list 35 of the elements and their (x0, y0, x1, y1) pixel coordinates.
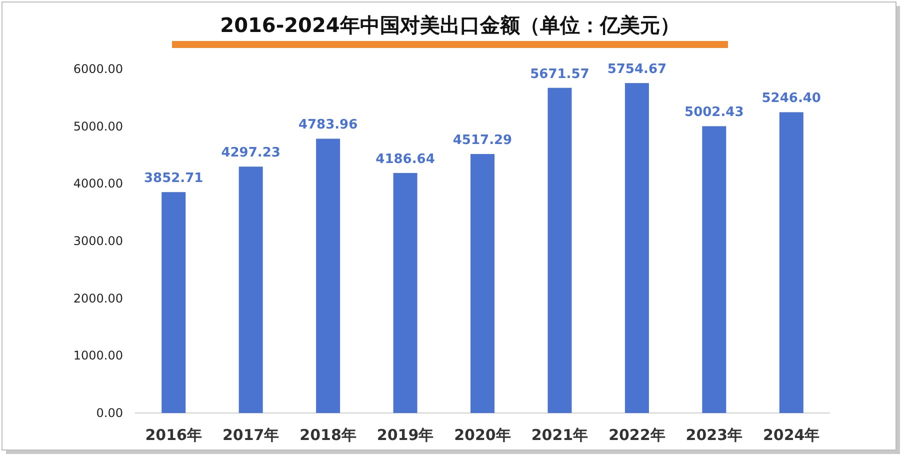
x-tick-label: 2018年 (300, 426, 356, 444)
data-label: 4517.29 (452, 133, 512, 148)
y-tick-label: 0.00 (96, 406, 123, 420)
data-label: 4297.23 (221, 146, 280, 161)
bar (702, 126, 726, 413)
x-tick-label: 2022年 (608, 426, 666, 444)
y-tick-label: 1000.00 (73, 348, 123, 363)
data-label: 3852.71 (144, 171, 204, 186)
bar (624, 83, 649, 413)
data-label: 4783.96 (298, 118, 358, 133)
y-tick-label: 6000.00 (73, 62, 123, 76)
x-tick-label: 2019年 (376, 426, 434, 444)
bar (548, 88, 572, 413)
data-label: 5246.40 (762, 91, 821, 106)
x-tick-label: 2021年 (531, 426, 588, 444)
data-label: 5002.43 (684, 105, 744, 120)
x-tick-label: 2020年 (454, 426, 511, 444)
bar (238, 166, 263, 413)
bar (470, 154, 494, 413)
y-tick-label: 3000.00 (73, 234, 123, 248)
x-tick-label: 2016年 (145, 426, 202, 444)
bar (162, 192, 186, 413)
data-label: 5754.67 (607, 62, 667, 78)
data-label: 5671.57 (530, 66, 590, 82)
bar (779, 112, 804, 413)
bar (393, 172, 418, 413)
y-tick-label: 4000.00 (73, 176, 123, 191)
y-tick-label: 2000.00 (73, 291, 123, 306)
data-label: 4186.64 (376, 152, 435, 167)
y-tick-label: 5000.00 (73, 119, 123, 134)
x-tick-label: 2023年 (686, 426, 743, 444)
x-tick-label: 2024年 (763, 426, 820, 444)
bar (316, 138, 340, 413)
x-tick-label: 2017年 (222, 426, 280, 444)
chart-title: 2016-2024年中国对美出口金额（单位：亿美元） (220, 13, 680, 37)
